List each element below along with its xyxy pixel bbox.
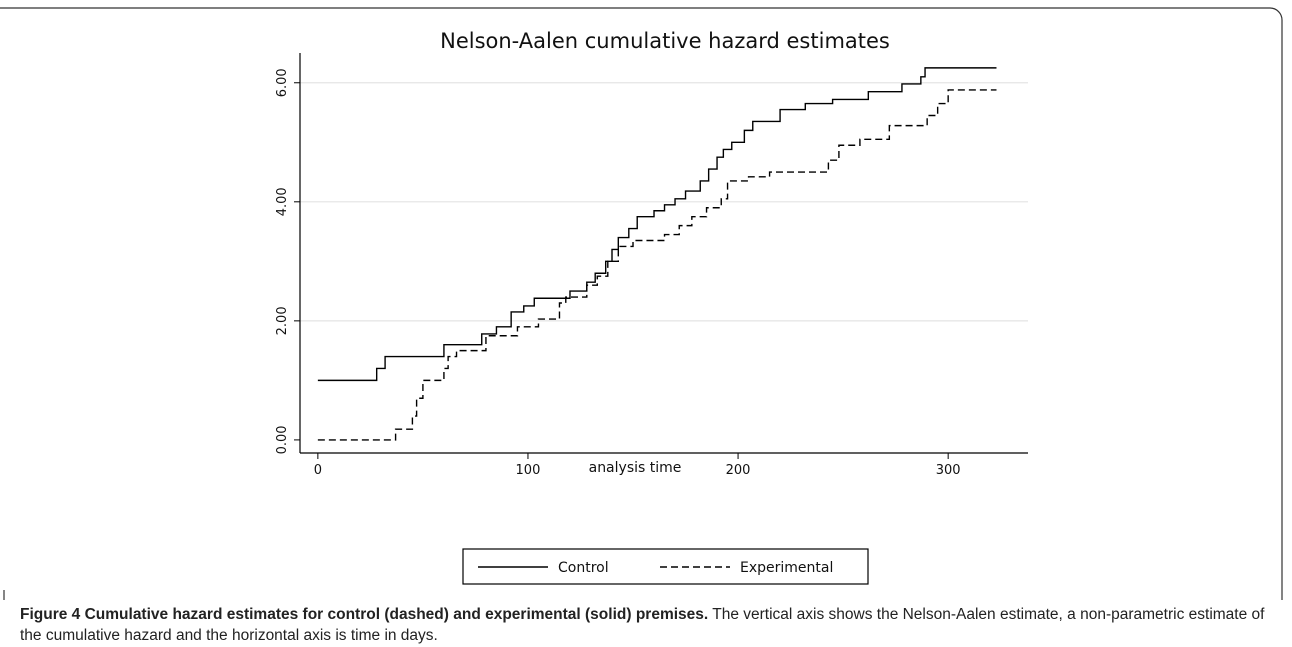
x-tick-label: 100 [516, 463, 541, 478]
series-line [317, 89, 997, 441]
chart-title: Nelson-Aalen cumulative hazard estimates [440, 29, 890, 53]
x-tick-label: 300 [936, 463, 961, 478]
y-tick-label: 2.00 [275, 306, 290, 335]
caption: Figure 4 Cumulative hazard estimates for… [20, 604, 1275, 646]
frame [0, 7, 1283, 600]
x-tick-label: 200 [726, 463, 751, 478]
y-tick-label: 6.00 [275, 68, 290, 97]
y-tick-label: 4.00 [275, 187, 290, 216]
chart: Nelson-Aalen cumulative hazard estimates… [0, 7, 1283, 600]
y-tick-label: 0.00 [275, 425, 290, 454]
x-axis-label: analysis time [589, 460, 682, 476]
caption-text: The vertical axis shows the Nelson-Aalen… [20, 606, 1265, 644]
x-tick-label: 0 [314, 463, 322, 478]
caption-label: Figure 4 Cumulative hazard estimates for… [20, 606, 709, 623]
legend-label: Control [558, 560, 609, 576]
legend-label: Experimental [740, 560, 833, 576]
series-line [317, 67, 997, 382]
